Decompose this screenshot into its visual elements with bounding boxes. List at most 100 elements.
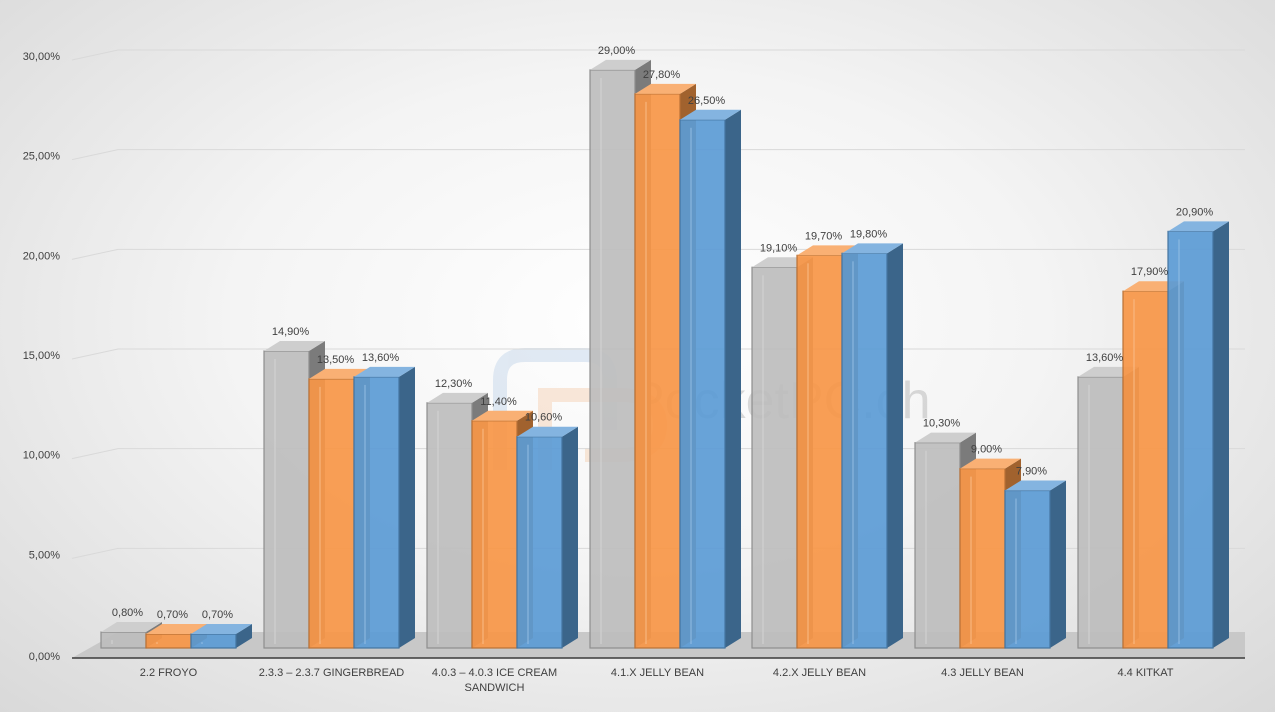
bar-top-face bbox=[354, 366, 415, 377]
bar-highlight bbox=[762, 275, 764, 644]
x-category-label: 2.3.3 – 2.3.7 GINGERBREAD bbox=[259, 667, 405, 679]
bar-front-face bbox=[471, 420, 518, 649]
bar-highlight bbox=[852, 261, 854, 644]
x-category-label: 4.0.3 – 4.0.3 ICE CREAM SANDWICH bbox=[432, 667, 557, 694]
bar-series3-2 bbox=[353, 366, 415, 649]
gridline bbox=[71, 149, 1245, 161]
bar-front-face bbox=[1167, 230, 1214, 649]
x-category-label: 4.1.X JELLY BEAN bbox=[611, 667, 704, 679]
data-label-series3-6: 7,90% bbox=[1016, 466, 1047, 478]
bar-highlight bbox=[807, 263, 809, 644]
bar-top-face bbox=[915, 432, 976, 443]
bar-side-face bbox=[562, 426, 578, 648]
bar-highlight bbox=[482, 428, 484, 644]
bar-highlight bbox=[600, 77, 602, 644]
bar-highlight bbox=[319, 386, 321, 644]
bar-top-face bbox=[960, 458, 1021, 469]
data-label-series1-3: 12,30% bbox=[435, 378, 473, 390]
data-label-series3-7: 20,90% bbox=[1176, 206, 1214, 218]
bar-highlight bbox=[437, 410, 439, 644]
bar-highlight bbox=[156, 642, 158, 644]
data-label-series2-1: 0,70% bbox=[157, 609, 188, 621]
data-label-series2-5: 19,70% bbox=[805, 230, 843, 242]
bar-front-face bbox=[100, 631, 147, 649]
data-label-series1-4: 29,00% bbox=[598, 45, 636, 57]
bar-top-face bbox=[191, 624, 252, 635]
bar-top-face bbox=[590, 59, 651, 70]
x-category-label: 2.2 FROYO bbox=[140, 667, 198, 679]
bar-series3-6 bbox=[1004, 480, 1066, 649]
bar-side-face bbox=[887, 243, 903, 648]
bar-highlight bbox=[1015, 498, 1017, 644]
x-axis-category-labels: 2.2 FROYO 2.3.3 – 2.3.7 GINGERBREAD 4.0.3 … bbox=[140, 667, 1174, 694]
y-tick-label: 0,00% bbox=[29, 651, 60, 663]
bar-front-face bbox=[679, 119, 726, 649]
bar-highlight bbox=[111, 640, 113, 644]
bar-highlight bbox=[201, 642, 203, 644]
bar-front-face bbox=[589, 69, 636, 649]
bar-side-face bbox=[1213, 221, 1229, 649]
bar-highlight bbox=[274, 358, 276, 644]
data-label-series1-1: 0,80% bbox=[112, 607, 143, 619]
y-tick-label: 5,00% bbox=[29, 549, 60, 561]
data-label-series2-2: 13,50% bbox=[317, 354, 355, 366]
data-label-series1-7: 13,60% bbox=[1086, 352, 1124, 364]
data-label-series3-3: 10,60% bbox=[525, 412, 563, 424]
bar-front-face bbox=[1004, 489, 1051, 649]
bar-front-face bbox=[308, 378, 355, 649]
bar-top-face bbox=[1005, 480, 1066, 491]
bar-series3-4 bbox=[679, 109, 741, 649]
data-label-series2-7: 17,90% bbox=[1131, 266, 1169, 278]
bar-highlight bbox=[970, 476, 972, 644]
x-category-label: 4.2.X JELLY BEAN bbox=[773, 667, 866, 679]
bar-front-face bbox=[914, 442, 961, 649]
bar-front-face bbox=[841, 252, 888, 649]
bar-front-face bbox=[145, 633, 192, 649]
bar-series3-1 bbox=[190, 624, 252, 649]
bar-front-face bbox=[516, 436, 563, 649]
bar-top-face bbox=[635, 83, 696, 94]
bar-top-face bbox=[517, 426, 578, 437]
bar-top-face bbox=[146, 624, 207, 635]
bar-highlight bbox=[925, 450, 927, 644]
bar-highlight bbox=[1178, 239, 1180, 645]
bar-highlight bbox=[1133, 299, 1135, 644]
data-label-series2-3: 11,40% bbox=[480, 396, 517, 408]
bar-top-face bbox=[264, 340, 325, 351]
data-labels: 0,80% 0,70% 0,70% 14,90% 13,50% 13,60% 12,30% 1… bbox=[112, 45, 1213, 621]
bar-front-face bbox=[190, 633, 237, 649]
bar-top-face bbox=[101, 622, 162, 633]
bar-side-face bbox=[399, 366, 415, 648]
data-label-series3-5: 19,80% bbox=[850, 228, 888, 240]
bar-front-face bbox=[263, 350, 310, 649]
bar-series2-4 bbox=[634, 83, 696, 649]
bar-front-face bbox=[1077, 376, 1124, 649]
y-tick-label: 10,00% bbox=[23, 450, 61, 462]
y-tick-label: 25,00% bbox=[23, 151, 61, 163]
data-label-series1-2: 14,90% bbox=[272, 326, 310, 338]
bar-front-face bbox=[1122, 290, 1169, 649]
bar-side-face bbox=[1050, 480, 1066, 648]
bar-side-face bbox=[725, 109, 741, 649]
bars bbox=[100, 59, 1229, 649]
bar-highlight bbox=[364, 384, 366, 644]
data-label-series2-6: 9,00% bbox=[971, 444, 1002, 456]
x-category-label: 4.3 JELLY BEAN bbox=[941, 667, 1024, 679]
bar-highlight bbox=[645, 101, 647, 644]
gridline bbox=[71, 49, 1245, 61]
bar-highlight bbox=[527, 444, 529, 644]
x-category-label: 4.4 KITKAT bbox=[1117, 667, 1173, 679]
data-label-series2-4: 27,80% bbox=[643, 69, 681, 81]
data-label-series1-5: 19,10% bbox=[760, 242, 798, 254]
y-axis-tick-labels: 0,00% 5,00% 10,00% 15,00% 20,00% 25,00% 30,00% bbox=[23, 51, 61, 663]
data-label-series3-2: 13,60% bbox=[362, 352, 400, 364]
data-label-series3-4: 26,50% bbox=[688, 95, 726, 107]
bar-front-face bbox=[426, 402, 473, 649]
bar-top-face bbox=[472, 410, 533, 421]
bar-side-face bbox=[236, 624, 252, 648]
bar-top-face bbox=[1168, 221, 1229, 232]
bar-top-face bbox=[842, 243, 903, 254]
y-tick-label: 15,00% bbox=[23, 350, 61, 362]
data-label-series1-6: 10,30% bbox=[923, 418, 961, 430]
